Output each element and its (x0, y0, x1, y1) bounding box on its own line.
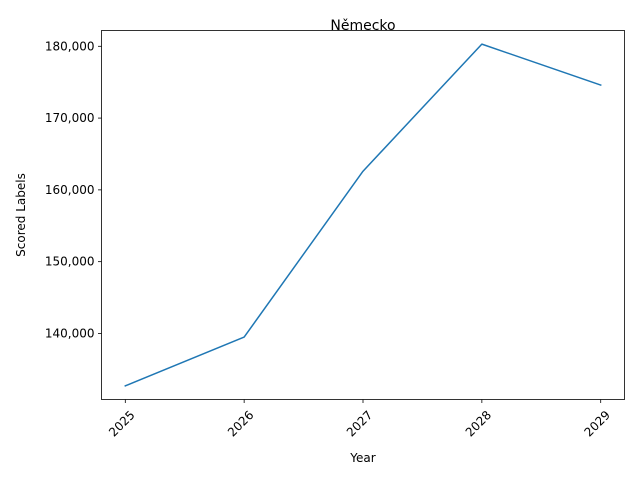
y-tick-label: 150,000 (45, 255, 95, 269)
y-tick-label: 140,000 (45, 326, 95, 340)
x-axis-label: Year (349, 451, 375, 465)
x-tick-label: 2028 (463, 408, 494, 439)
plot-frame (101, 30, 625, 400)
y-axis-ticks: 140,000 150,000 160,000 170,000 180,000 (45, 39, 102, 340)
x-tick-label: 2029 (582, 408, 613, 439)
x-tick-label: 2025 (106, 408, 137, 439)
y-tick-label: 180,000 (45, 39, 95, 53)
x-tick-label: 2026 (225, 408, 256, 439)
y-tick-label: 170,000 (45, 111, 95, 125)
chart-title: Německo (330, 18, 395, 34)
x-axis-ticks: 2025 2026 2027 2028 2029 (106, 399, 613, 439)
y-tick-label: 160,000 (45, 183, 95, 197)
series-line (124, 43, 602, 387)
y-axis-label: Scored Labels (14, 173, 28, 257)
x-tick-label: 2027 (344, 408, 375, 439)
